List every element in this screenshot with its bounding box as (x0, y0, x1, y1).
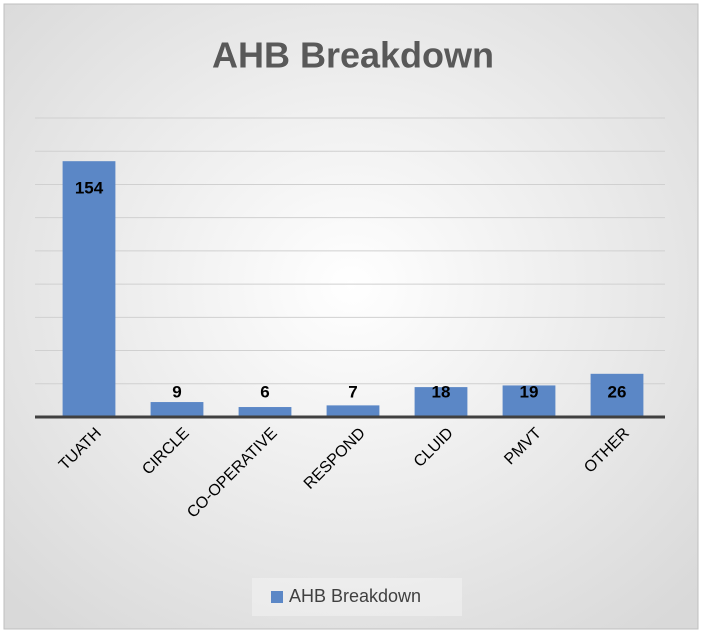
data-label: 7 (348, 382, 357, 401)
legend-swatch (271, 591, 283, 603)
data-label: 154 (75, 179, 104, 198)
data-label: 19 (520, 382, 539, 401)
bar (238, 407, 292, 417)
bar (326, 405, 380, 417)
legend-box (252, 578, 462, 616)
chart-area (3, 3, 699, 630)
bar (502, 385, 556, 417)
chart-title: AHB Breakdown (212, 35, 494, 76)
data-label: 18 (432, 382, 451, 401)
bar (590, 373, 644, 417)
bar (150, 402, 204, 417)
data-label: 26 (608, 382, 627, 401)
bar (414, 387, 468, 417)
data-label: 6 (260, 382, 269, 401)
data-label: 9 (172, 382, 181, 401)
legend-label: AHB Breakdown (289, 586, 421, 606)
bar (62, 161, 116, 417)
